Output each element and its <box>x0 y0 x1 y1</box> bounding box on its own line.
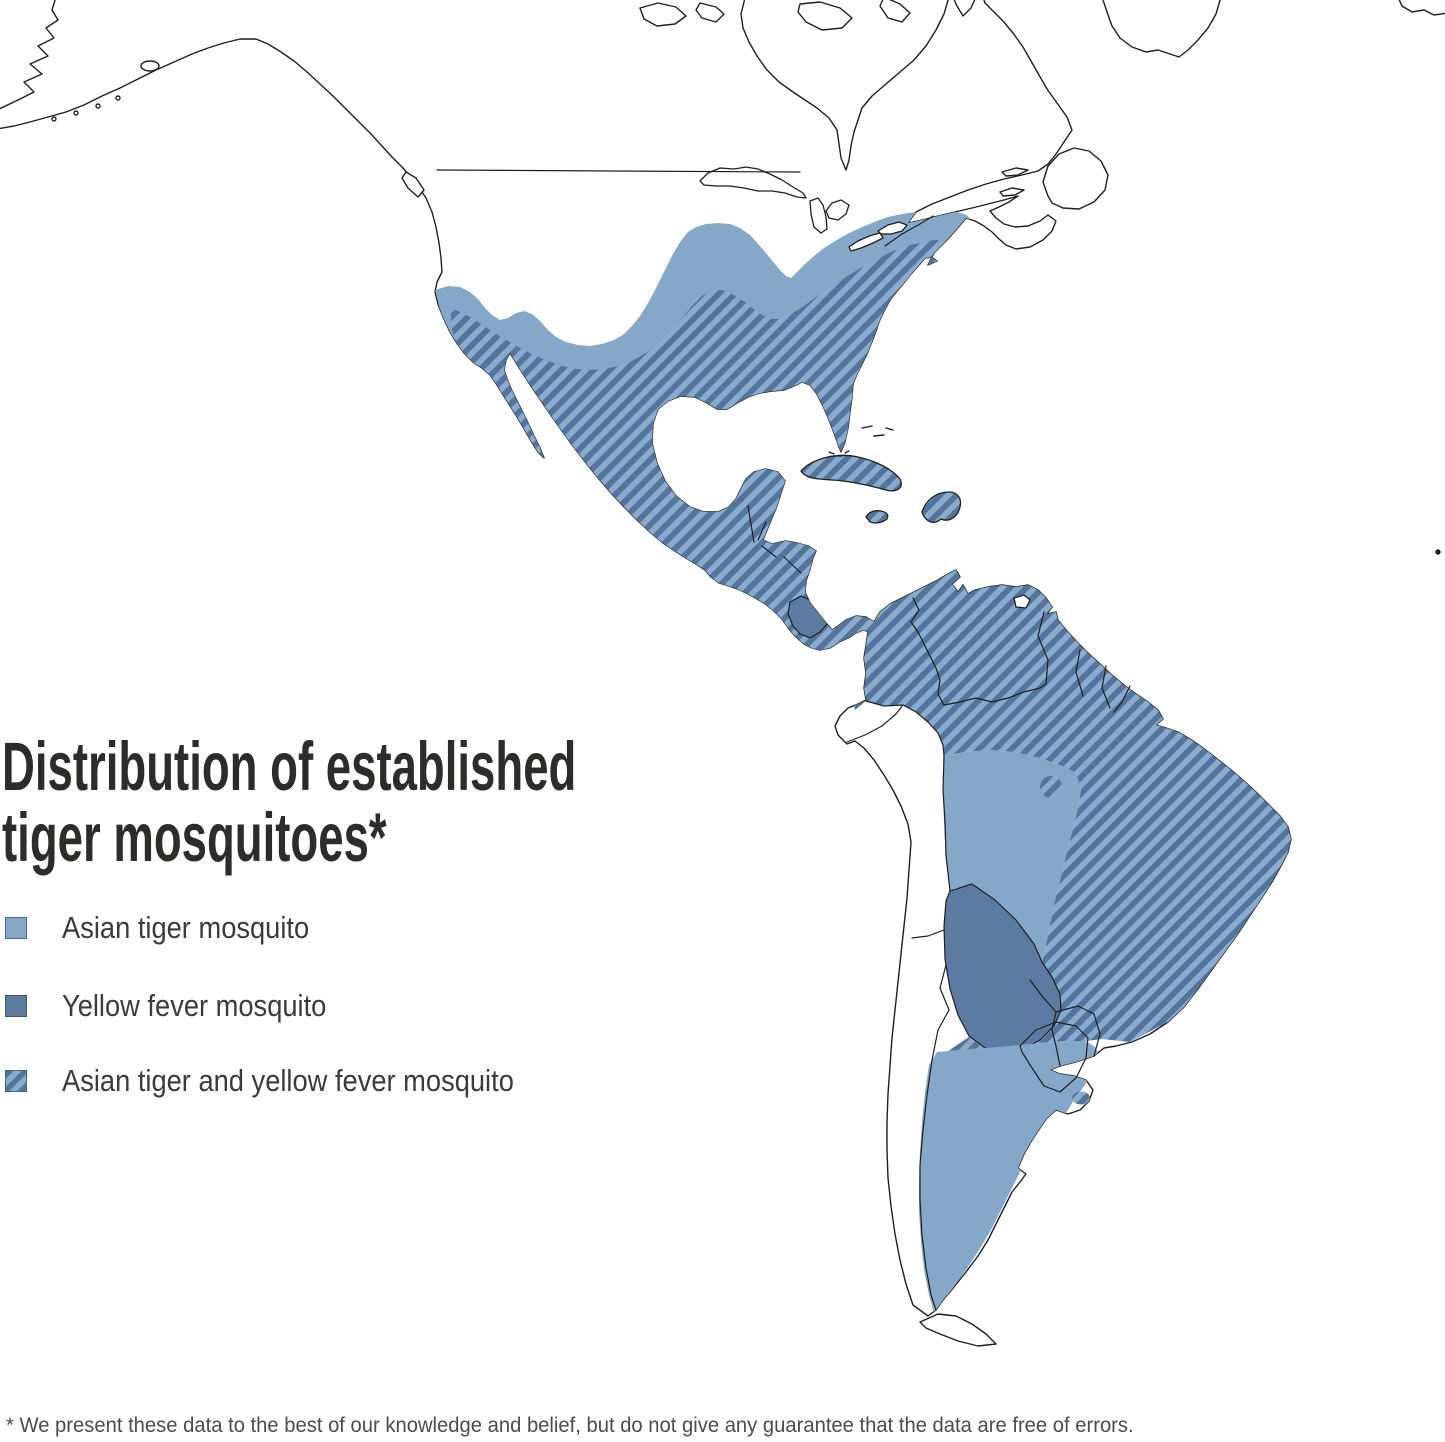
colombia-peru-border <box>902 704 945 757</box>
baffin-island-tip <box>879 0 911 23</box>
legend-label-asian-tiger: Asian tiger mosquito <box>62 909 310 945</box>
ecuador-peru-border <box>846 704 904 743</box>
legend-swatch-both-species <box>5 1069 27 1092</box>
footnote: * We present these data to the best of o… <box>6 1413 1134 1437</box>
map-region-asian-tiger-amazon <box>943 750 1081 962</box>
page-title: Distribution of established tiger mosqui… <box>2 731 576 873</box>
great-lakes <box>699 166 908 252</box>
venezuela-brazil-border <box>943 683 1047 706</box>
aleutian-island <box>73 110 79 116</box>
legend-item-asian-tiger: Asian tiger mosquito <box>5 910 343 945</box>
trinidad-island <box>1013 594 1031 609</box>
central-america-borders <box>747 505 802 574</box>
colombia-venezuela-border <box>910 597 945 706</box>
aleutian-island <box>51 116 57 122</box>
iceland-corner-outline <box>1398 0 1445 16</box>
paraguay-border <box>1019 1021 1089 1093</box>
kodiak-island <box>140 60 160 72</box>
legend-label-yellow-fever: Yellow fever mosquito <box>62 987 327 1023</box>
us-canada-border <box>436 169 801 173</box>
ecuador-colombia-border <box>865 700 904 707</box>
lake-huron <box>825 199 850 221</box>
lake-ontario <box>877 221 908 235</box>
lake-michigan <box>809 197 828 234</box>
map-spot-both-species-buenos-aires <box>1072 1091 1090 1105</box>
frenchguiana-brazil-border <box>1113 685 1131 713</box>
landmasses <box>0 0 1445 1347</box>
florida-keys <box>828 450 850 457</box>
bahamas-islets <box>861 425 894 437</box>
country-borders <box>436 169 1131 1311</box>
map-region-yellow-fever-bolivia <box>943 883 1062 1054</box>
greenland-outline <box>1102 0 1221 58</box>
hispaniola-island <box>921 491 962 523</box>
jamaica-island <box>865 509 889 524</box>
aleutian-island <box>95 103 101 109</box>
vancouver-island <box>401 171 425 198</box>
arctic-island-1 <box>639 2 687 27</box>
peru-chile-bolivia-borders <box>911 929 950 1011</box>
newfoundland-outline <box>1042 147 1109 210</box>
venezuela-guyana-border <box>1037 611 1049 685</box>
peru-brazil-border <box>942 755 951 892</box>
legend-label-both-species: Asian tiger and yellow fever mosquito <box>62 1062 514 1098</box>
southampton-island <box>797 1 853 31</box>
tierra-del-fuego-outline <box>919 1313 997 1347</box>
legend-swatch-asian-tiger <box>5 916 27 939</box>
anticosti-island <box>1001 167 1029 177</box>
barbados-dot <box>1435 549 1441 555</box>
guyana-suriname-border <box>1075 649 1084 697</box>
chile-argentina-border <box>919 1009 950 1311</box>
uruguay-border <box>1029 979 1101 1067</box>
title-line-2: tiger mosquitoes* <box>2 799 387 876</box>
lake-superior <box>699 166 807 199</box>
legend-swatch-yellow-fever <box>5 994 27 1017</box>
us-canada-border-east <box>884 215 934 247</box>
legend-item-yellow-fever: Yellow fever mosquito <box>5 988 362 1023</box>
title-line-1: Distribution of established <box>2 728 577 805</box>
legend-item-both-species: Asian tiger and yellow fever mosquito <box>5 1063 575 1098</box>
prince-edward-island <box>999 187 1025 197</box>
aleutian-island <box>115 95 121 101</box>
map-region-asian-tiger-argentina <box>919 1041 1100 1313</box>
suriname-frenchguiana-border <box>1101 665 1111 709</box>
lake-erie <box>848 232 884 252</box>
map-spot-both-species-amazon <box>1040 776 1062 798</box>
caribbean-islands <box>800 450 962 524</box>
cuba-island <box>800 454 902 492</box>
arctic-island-2 <box>695 2 725 23</box>
